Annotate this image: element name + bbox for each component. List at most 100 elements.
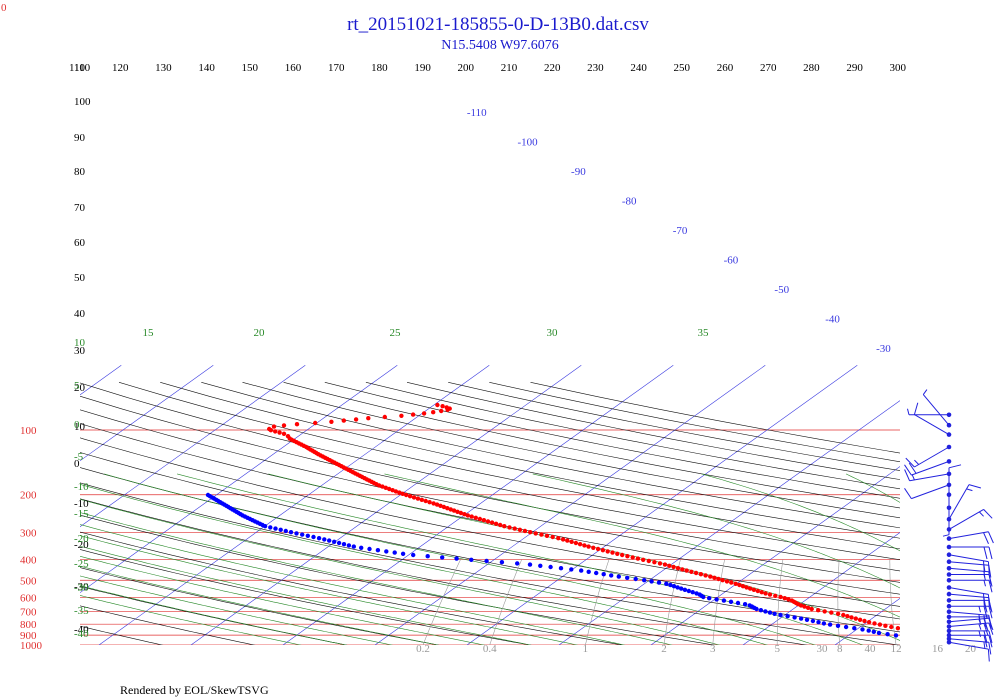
dewpoint-point [558, 566, 564, 571]
dewpoint-point [656, 580, 662, 585]
temperature-point [862, 618, 867, 624]
wind-barb-flag [983, 614, 987, 628]
temperature-point [294, 422, 300, 427]
temperature-point [763, 591, 768, 596]
dewpoint-point [735, 600, 741, 606]
temperature-point [380, 484, 385, 489]
dewpoint-point [827, 622, 833, 627]
dewpoint-point [341, 542, 347, 547]
temperature-point [277, 430, 282, 435]
dewpoint-point [305, 533, 310, 538]
mixing-ratio-line [712, 559, 725, 645]
wind-barb-flag [988, 606, 993, 619]
dewpoint-point [579, 568, 584, 573]
wind-barb-half-flag [978, 630, 981, 638]
chart-subtitle: N15.5408 W97.6076 [441, 38, 559, 53]
top-axis-label: 150 [242, 62, 259, 74]
bottom-temp-label: 40 [865, 643, 877, 655]
dewpoint-point [671, 584, 677, 589]
dry-adiabat-line [80, 531, 624, 645]
temperature-point [341, 418, 346, 423]
dewpoint-point [905, 636, 909, 640]
dewpoint-point [616, 574, 621, 579]
temperature-point [445, 506, 450, 511]
dewpoint-point [835, 623, 841, 628]
dewpoint-point [866, 628, 871, 633]
temperature-point [744, 585, 749, 590]
moist-adiabat-label: 5 [74, 380, 80, 392]
mixing-ratio-label: 0.4 [483, 643, 497, 655]
sounding-profiles [205, 402, 958, 642]
wind-barb [946, 508, 993, 532]
wind-barb-flag [987, 531, 994, 544]
isotherm-label: -90 [571, 166, 586, 178]
wind-barb [946, 628, 993, 644]
temperature-point [708, 574, 713, 579]
moist-adiabat-line [80, 595, 302, 645]
temperature-point [889, 624, 894, 630]
dewpoint-point [351, 544, 356, 549]
dewpoint-point [821, 621, 827, 626]
moist-adiabat-label: -10 [74, 481, 89, 493]
temperature-point [620, 552, 625, 558]
mixing-ratio-label: 16 [932, 643, 944, 655]
dry-adiabat-line [80, 409, 900, 583]
temperature-point [591, 545, 596, 550]
mixing-ratio-label: 20 [965, 643, 977, 655]
chart-title: rt_20151021-185855-0-D-13B0.dat.csv [347, 14, 649, 35]
temperature-point [267, 426, 272, 432]
dewpoint-point [538, 563, 543, 568]
dry-adiabat-line [80, 567, 440, 645]
temperature-point [411, 495, 417, 500]
isobar-label: 1000 [20, 640, 43, 652]
grid-labels: 1002003004005006007008009001000-110-100-… [20, 62, 976, 655]
moist-adiabat-line [80, 535, 579, 645]
isobar-label: 700 [20, 607, 37, 619]
dry-adiabat-label: 30 [74, 345, 86, 357]
mixing-ratio-line [957, 559, 972, 649]
dewpoint-point [322, 537, 327, 542]
isotherm-label: -100 [517, 137, 538, 149]
isotherm-line [80, 365, 214, 462]
dewpoint-point [316, 536, 322, 541]
temperature-point [560, 537, 566, 542]
temperature-point [366, 416, 371, 421]
isotherm-label: -110 [467, 107, 487, 119]
isotherm-line [742, 532, 900, 645]
wind-barb-staff [914, 446, 950, 468]
dewpoint-point [747, 603, 752, 608]
top-axis-label: 140 [198, 62, 215, 74]
wind-barb-flag [983, 560, 985, 574]
dewpoint-point [484, 558, 489, 564]
dewpoint-point [758, 608, 764, 613]
wind-barb-staff [948, 554, 989, 563]
wind-barb [946, 552, 990, 575]
temperature-point [400, 491, 405, 496]
dewpoint-point [694, 591, 699, 596]
dry-adiabat-label: 80 [74, 166, 86, 178]
dry-adiabat-label: 50 [74, 272, 86, 284]
temperature-point [630, 555, 635, 560]
temperature-point [954, 638, 958, 642]
dewpoint-point [268, 525, 273, 530]
temperature-point [773, 593, 778, 598]
temperature-point [569, 539, 574, 544]
dry-adiabat-label: 20 [74, 382, 86, 394]
temperature-point [789, 598, 795, 603]
wind-barb-staff [948, 567, 989, 573]
isobar-label: 500 [20, 575, 37, 587]
dewpoint-point [609, 573, 614, 578]
dry-adiabat-label: -20 [74, 539, 89, 551]
temperature-point [577, 542, 583, 547]
temperature-point [662, 562, 668, 567]
temperature-point [909, 628, 913, 632]
dewpoint-point [300, 532, 305, 537]
temperature-point [689, 569, 694, 574]
temperature-point [528, 530, 533, 535]
temperature-point [438, 503, 443, 508]
top-axis-label: 290 [846, 62, 863, 74]
wind-barb-half-flag [978, 606, 981, 613]
mixing-ratio-label: 2 [661, 643, 667, 655]
dewpoint-point [454, 556, 459, 561]
dewpoint-point [679, 586, 684, 591]
